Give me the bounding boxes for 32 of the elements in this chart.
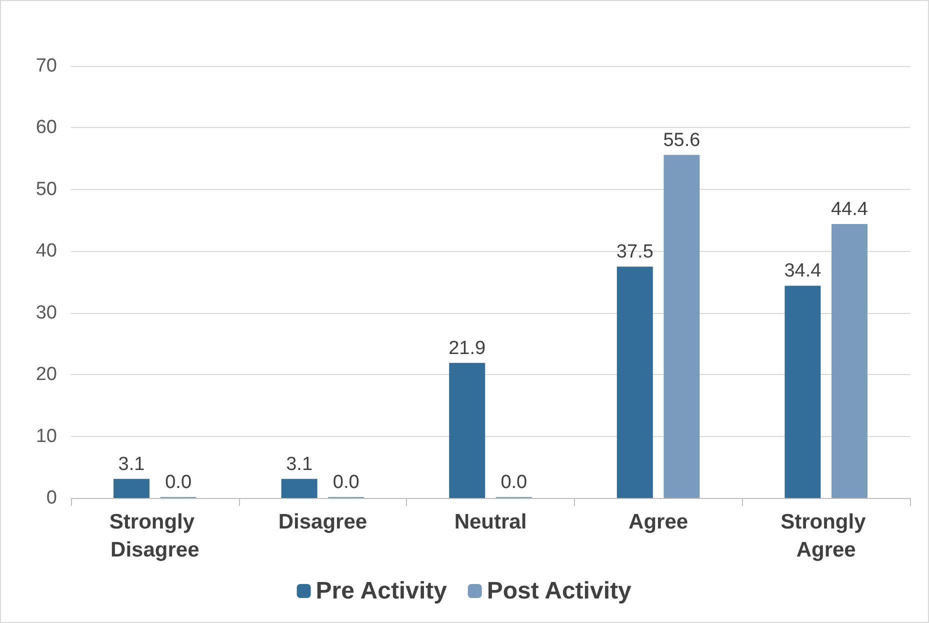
- bar: [114, 478, 150, 498]
- data-label: 34.4: [784, 260, 822, 282]
- data-label: 37.5: [616, 242, 654, 263]
- legend-label: Post Activity: [486, 578, 632, 604]
- legend-label: Pre Activity: [316, 578, 448, 604]
- data-label: 0.0: [332, 472, 360, 493]
- bar: [784, 286, 821, 498]
- y-tick-label: 30: [36, 302, 57, 324]
- x-tick-label: Disagree: [278, 510, 368, 534]
- y-tick-label: 70: [36, 56, 57, 76]
- y-tick-label: 40: [36, 240, 57, 262]
- x-tick-label: Neutral: [454, 510, 527, 534]
- y-tick-label: 20: [36, 364, 57, 386]
- data-label: 0.0: [500, 472, 528, 493]
- data-label: 3.1: [286, 454, 313, 475]
- y-tick-label: 60: [36, 117, 57, 138]
- y-tick-label: 50: [36, 178, 57, 200]
- x-tick-label: Strongly Disagree: [109, 510, 200, 562]
- data-label: 3.1: [118, 454, 145, 475]
- bar: [664, 154, 700, 498]
- bar: [449, 362, 486, 498]
- data-label: 0.0: [165, 472, 192, 493]
- x-tick-label: Strongly Agree: [780, 510, 872, 562]
- data-label: 44.4: [831, 198, 868, 220]
- data-label: 55.6: [663, 130, 700, 151]
- bar: [832, 224, 868, 498]
- bar: [281, 478, 318, 498]
- bar: [616, 266, 653, 498]
- data-label: 21.9: [448, 338, 486, 359]
- y-tick-label: 0: [46, 488, 57, 508]
- y-tick-label: 10: [36, 426, 57, 447]
- x-tick-label: Agree: [628, 510, 688, 534]
